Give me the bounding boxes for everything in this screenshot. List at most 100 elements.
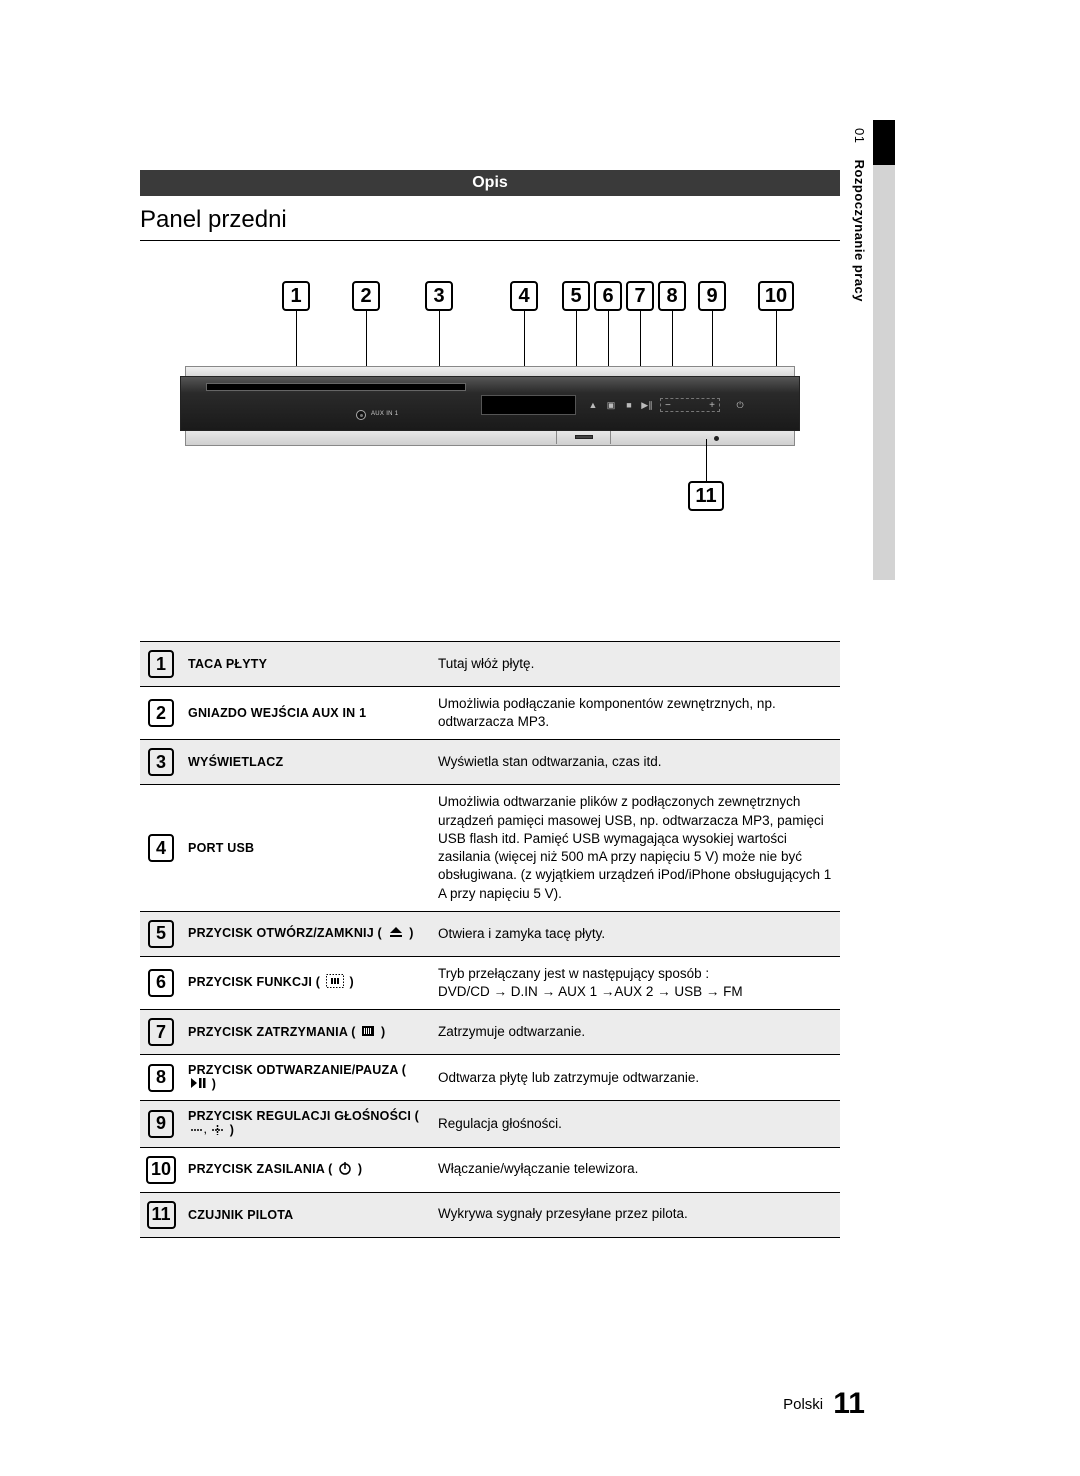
row-number-cell: 8 [140, 1055, 182, 1101]
row-number-cell: 3 [140, 740, 182, 785]
table-row: 10PRZYCISK ZASILANIA ( )Włączanie/wyłącz… [140, 1147, 840, 1192]
row-desc-cell: Tryb przełączany jest w następujący spos… [432, 956, 840, 1009]
row-number-box: 5 [148, 920, 174, 948]
callout-box: 4 [510, 281, 538, 311]
control-strip: ▲ ▣ ■ ▶∥ −+ ⏻ [584, 395, 784, 415]
row-desc-cell: Zatrzymuje odtwarzanie. [432, 1010, 840, 1055]
row-name-cell: PRZYCISK ZASILANIA ( ) [182, 1147, 432, 1192]
row-number-cell: 10 [140, 1147, 182, 1192]
row-number-box: 4 [148, 834, 174, 862]
disc-tray-slot [206, 383, 466, 391]
table-row: 1 TACA PŁYTYTutaj włóż płytę. [140, 642, 840, 687]
row-desc-cell: Umożliwia podłączanie komponentów zewnęt… [432, 687, 840, 740]
chapter-number: 01 [852, 128, 867, 143]
func-icon [326, 974, 344, 991]
table-row: 4 PORT USBUmożliwia odtwarzanie plików z … [140, 785, 840, 911]
row-number-box: 10 [146, 1156, 176, 1184]
chapter-tab: 01 Rozpoczynanie pracy [845, 120, 895, 580]
table-row: 7 PRZYCISK ZATRZYMANIA ( )Zatrzymuje odtw… [140, 1010, 840, 1055]
display-window [481, 395, 576, 415]
row-number-box: 8 [148, 1064, 174, 1092]
footer-language: Polski [783, 1396, 823, 1413]
table-row: 8PRZYCISK ODTWARZANIE/PAUZA ( )Odtwarza … [140, 1055, 840, 1101]
row-name-cell: PRZYCISK ZATRZYMANIA ( ) [182, 1010, 432, 1055]
eject-icon: ▲ [584, 400, 602, 410]
playpause-icon [190, 1077, 206, 1092]
volume-bar: −+ [660, 398, 720, 412]
callout-box: 6 [594, 281, 622, 311]
chapter-tab-strip [873, 165, 895, 580]
vol-icon: , [190, 1124, 224, 1139]
table-row: 5 PRZYCISK OTWÓRZ/ZAMKNIJ ( )Otwiera i za… [140, 911, 840, 956]
table-row: 6PRZYCISK FUNKCJI ( )Tryb przełączany je… [140, 956, 840, 1009]
aux-in-label: AUX IN 1 [371, 411, 398, 417]
row-number-box: 3 [148, 748, 174, 776]
usb-port-area [556, 431, 611, 444]
row-number-cell: 1 [140, 642, 182, 687]
callout-box: 8 [658, 281, 686, 311]
front-panel-diagram: 12345678910 AUX IN 1 ▲ ▣ ■ ▶∥ −+ ⏻ [180, 281, 800, 541]
row-number-box: 1 [148, 650, 174, 678]
footer-page-number: 11 [833, 1387, 865, 1420]
row-desc-cell: Regulacja głośności. [432, 1101, 840, 1147]
page-footer: Polski 11 [783, 1387, 865, 1421]
row-number-cell: 5 [140, 911, 182, 956]
row-desc-cell: Umożliwia odtwarzanie plików z podłączon… [432, 785, 840, 911]
power-icon: ⏻ [732, 400, 748, 411]
row-number-cell: 6 [140, 956, 182, 1009]
row-desc-cell: Odtwarza płytę lub zatrzymuje odtwarzani… [432, 1055, 840, 1101]
row-number-box: 11 [147, 1201, 176, 1229]
aux-in-jack [356, 410, 366, 420]
description-table: 1 TACA PŁYTYTutaj włóż płytę. 2 GNIAZDO WEJ… [140, 641, 840, 1238]
row-number-cell: 11 [140, 1192, 182, 1237]
page-content: Opis Panel przedni 12345678910 AUX IN 1 … [140, 170, 840, 1238]
power-icon [338, 1161, 352, 1178]
row-desc-cell: Wykrywa sygnały przesyłane przez pilota. [432, 1192, 840, 1237]
row-number-cell: 4 [140, 785, 182, 911]
device-front-face: AUX IN 1 ▲ ▣ ■ ▶∥ −+ ⏻ [180, 376, 800, 431]
table-row: 2 GNIAZDO WEJŚCIA AUX IN 1Umożliwia podłą… [140, 687, 840, 740]
callout-box: 7 [626, 281, 654, 311]
stop-icon: ■ [620, 400, 638, 410]
row-number-box: 6 [148, 969, 174, 997]
eject-icon [388, 926, 404, 941]
header-bar: Opis [140, 170, 840, 196]
row-desc-cell: Włączanie/wyłączanie telewizora. [432, 1147, 840, 1192]
callout-box: 3 [425, 281, 453, 311]
function-icon: ▣ [602, 400, 620, 411]
row-number-cell: 9 [140, 1101, 182, 1147]
section-title: Panel przedni [140, 206, 840, 241]
table-row: 9 PRZYCISK REGULACJI GŁOŚNOŚCI ( , )Regul… [140, 1101, 840, 1147]
row-name-cell: PORT USB [182, 785, 432, 911]
row-desc-cell: Tutaj włóż płytę. [432, 642, 840, 687]
row-name-cell: WYŚWIETLACZ [182, 740, 432, 785]
row-number-box: 2 [148, 699, 174, 727]
callout-box: 5 [562, 281, 590, 311]
device-illustration: AUX IN 1 ▲ ▣ ■ ▶∥ −+ ⏻ [180, 366, 800, 446]
callout-box: 1 [282, 281, 310, 311]
chapter-name: Rozpoczynanie pracy [852, 160, 867, 302]
svg-text:,: , [204, 1125, 207, 1135]
chapter-tab-marker [873, 120, 895, 165]
remote-sensor-dot [714, 436, 719, 441]
callout-box: 9 [698, 281, 726, 311]
device-bottom-edge [185, 431, 795, 446]
row-name-cell: PRZYCISK REGULACJI GŁOŚNOŚCI ( , ) [182, 1101, 432, 1147]
row-desc-cell: Otwiera i zamyka tacę płyty. [432, 911, 840, 956]
device-top-edge [185, 366, 795, 376]
row-number-cell: 7 [140, 1010, 182, 1055]
row-number-box: 7 [148, 1018, 174, 1046]
row-name-cell: TACA PŁYTY [182, 642, 432, 687]
row-number-cell: 2 [140, 687, 182, 740]
row-desc-cell: Wyświetla stan odtwarzania, czas itd. [432, 740, 840, 785]
callout-row-top: 12345678910 [180, 281, 800, 316]
callout-leader [706, 439, 707, 481]
row-name-cell: PRZYCISK OTWÓRZ/ZAMKNIJ ( ) [182, 911, 432, 956]
callout-box: 11 [688, 481, 724, 511]
table-row: 3 WYŚWIETLACZWyświetla stan odtwarzania, … [140, 740, 840, 785]
callout-leader [296, 311, 297, 373]
row-name-cell: GNIAZDO WEJŚCIA AUX IN 1 [182, 687, 432, 740]
row-number-box: 9 [148, 1110, 174, 1138]
stop-icon [361, 1025, 375, 1040]
row-name-cell: CZUJNIK PILOTA [182, 1192, 432, 1237]
